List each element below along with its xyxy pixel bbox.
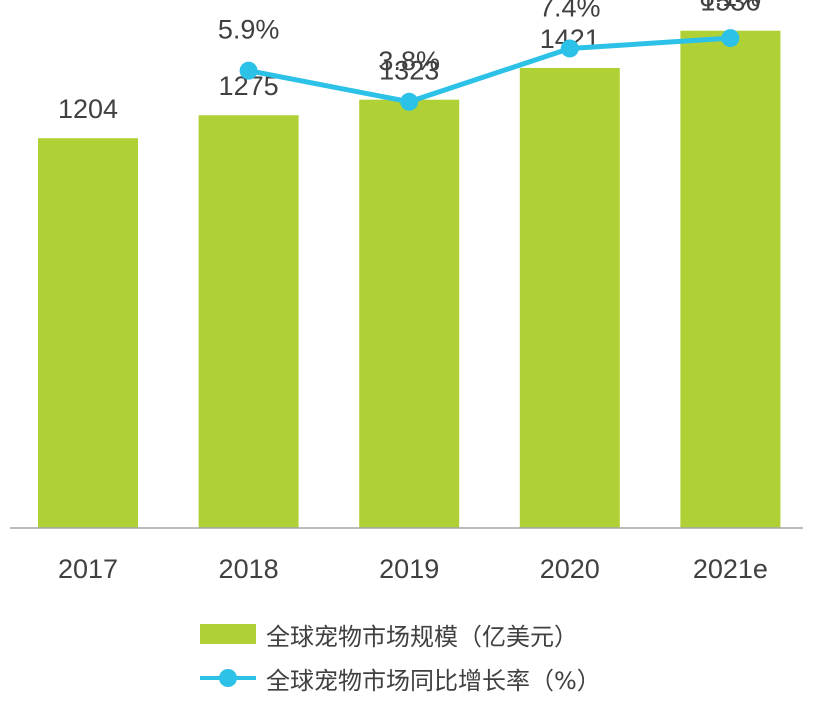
x-tick-label: 2021e	[693, 554, 768, 584]
growth-rate-point	[721, 29, 740, 48]
growth-rate-label: 3.8%	[378, 46, 440, 76]
bar-2017	[38, 138, 138, 528]
growth-rate-point	[400, 92, 419, 111]
x-tick-label: 2019	[379, 554, 439, 584]
x-tick-label: 2020	[540, 554, 600, 584]
growth-rate-line	[248, 35, 731, 105]
bar-value-label: 1536	[700, 0, 760, 17]
x-tick-label: 2017	[58, 554, 118, 584]
growth-rate-label: 7.4%	[539, 0, 601, 22]
legend-item-bar: 全球宠物市场规模（亿美元）	[200, 612, 601, 656]
bar-2020	[519, 67, 620, 529]
legend-line-label: 全球宠物市场同比增长率（%）	[266, 666, 601, 695]
bar-2018	[198, 115, 299, 528]
growth-rate-point	[239, 61, 258, 80]
legend: 全球宠物市场规模（亿美元） 全球宠物市场同比增长率（%）	[200, 612, 601, 700]
bar-2019	[359, 99, 460, 529]
bar-2021e	[680, 30, 781, 528]
growth-rate-label: 5.9%	[218, 15, 280, 45]
legend-bar-swatch	[200, 624, 256, 644]
growth-rate-label: 8.1%	[700, 0, 762, 12]
legend-bar-label: 全球宠物市场规模（亿美元）	[266, 622, 578, 651]
x-tick-label: 2018	[219, 554, 279, 584]
legend-line-swatch	[200, 667, 256, 689]
bar-value-label: 1204	[58, 94, 118, 124]
bar-value-label: 1323	[379, 56, 439, 86]
growth-rate-point	[560, 39, 579, 58]
legend-item-line: 全球宠物市场同比增长率（%）	[200, 656, 601, 700]
